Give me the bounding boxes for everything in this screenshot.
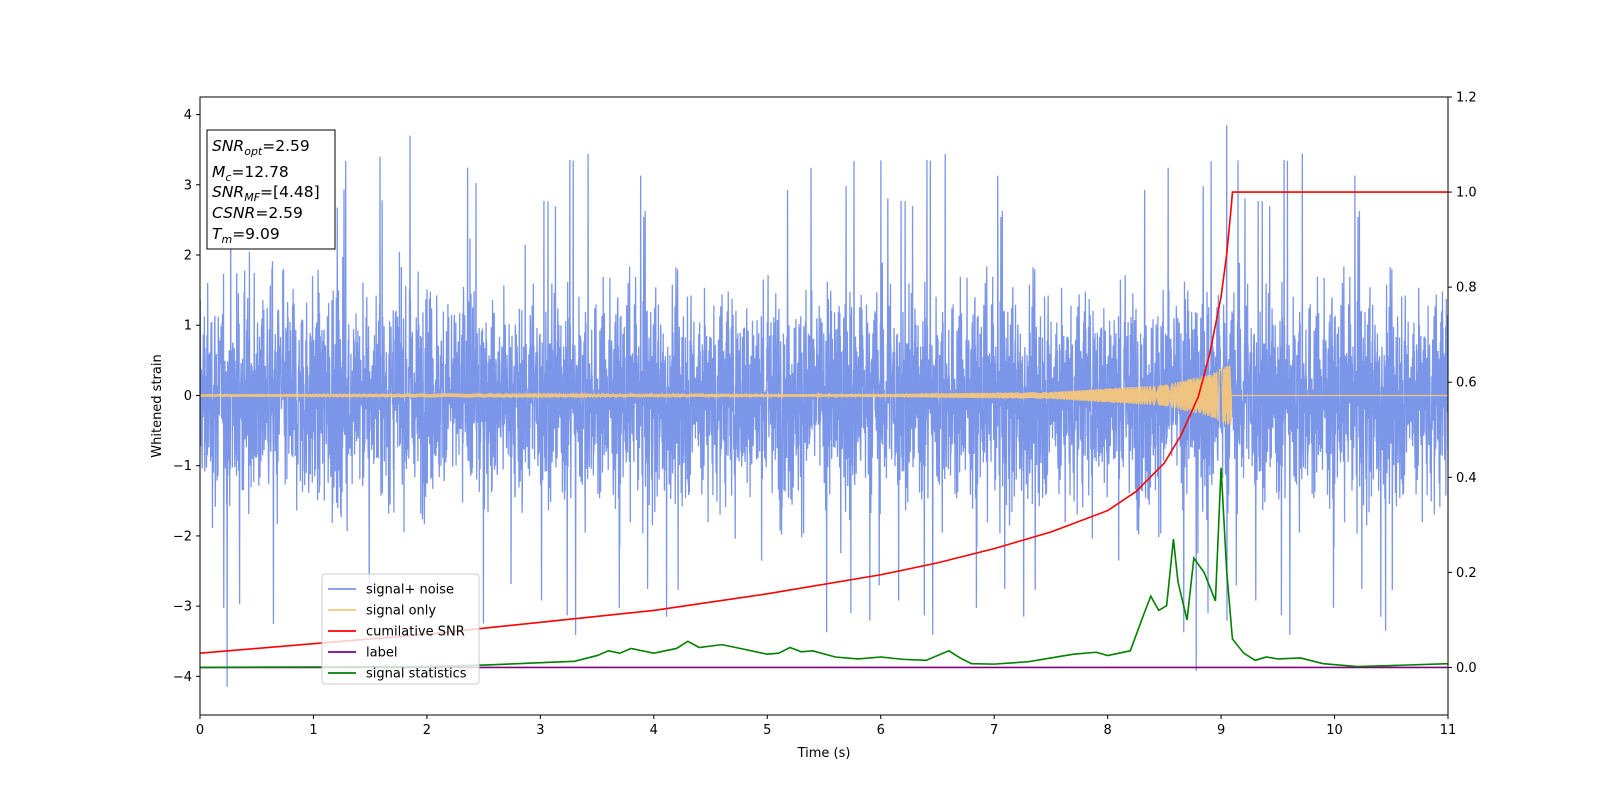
y-right-tick-label: 0.8: [1456, 281, 1477, 296]
info-box-frame: [206, 129, 336, 250]
x-tick-label: 10: [1326, 723, 1343, 738]
x-tick-label: 1: [309, 723, 317, 738]
line-signal-statistics: [200, 467, 1448, 669]
x-tick-label: 9: [1217, 723, 1225, 738]
legend-frame: [321, 573, 480, 685]
x-tick-label: 3: [536, 723, 544, 738]
legend-label-signal-noise: signal+ noise: [366, 583, 454, 598]
legend-label-signal-statistics: signal statistics: [366, 667, 467, 682]
y-left-tick-label: −4: [173, 670, 192, 685]
y-left-tick-label: 2: [184, 249, 192, 264]
plot-frame: [199, 96, 1449, 716]
legend: signal+ noise signal only cumilative SNR la…: [321, 573, 480, 685]
info-line-mc: Mc=12.78: [212, 163, 289, 184]
legend-label-label: label: [366, 646, 397, 661]
y-left-tick-label: −1: [173, 459, 192, 474]
y-left-tick-label: −3: [173, 600, 192, 615]
y-left-tick-label: 0: [184, 389, 192, 404]
info-line-snropt: SNRopt=2.59: [212, 137, 310, 158]
y-left-tick-label: 3: [184, 178, 192, 193]
x-axis-label: Time (s): [797, 746, 851, 761]
series-signal-only: [200, 365, 1448, 426]
parameter-info-box: SNRopt=2.59 Mc=12.78SNRMF=[4.48]CSNR=2.59…: [206, 129, 336, 250]
info-line-tm: Tm=9.09: [212, 225, 280, 246]
line-cumilative-snr: [200, 191, 1448, 654]
info-line-snrmf: SNRMF=[4.48]: [212, 183, 320, 204]
x-tick-label: 8: [1103, 723, 1111, 738]
y-axis-left: −4 −3 −2 −1 0 1 2 3 4: [173, 108, 200, 685]
x-tick-label: 11: [1440, 723, 1457, 738]
y-right-tick-label: 0.2: [1456, 566, 1477, 581]
x-tick-label: 5: [763, 723, 771, 738]
y-left-tick-label: 1: [184, 319, 192, 334]
y-right-tick-label: 0.4: [1456, 471, 1477, 486]
legend-label-signal-only: signal only: [366, 604, 436, 619]
x-tick-label: 7: [990, 723, 998, 738]
y-right-tick-label: 0.6: [1456, 376, 1477, 391]
info-line-csnr: CSNR=2.59: [212, 204, 303, 222]
y-right-tick-label: 1.2: [1456, 91, 1477, 106]
legend-label-cumilative-snr: cumilative SNR: [366, 625, 465, 640]
y-left-tick-label: −2: [173, 529, 192, 544]
line-signal-only: [200, 365, 1448, 426]
x-tick-label: 4: [650, 723, 658, 738]
x-tick-label: 6: [877, 723, 885, 738]
series-signal-noise: [200, 125, 1448, 687]
y-right-tick-label: 1.0: [1456, 186, 1477, 201]
line-signal-noise: [200, 125, 1448, 687]
x-axis: 0 1 2 3 4 5 6 7 8 9 10 11: [196, 715, 1456, 738]
y-axis-right: 0.0 0.2 0.4 0.6 0.8 1.0 1.2: [1448, 91, 1477, 676]
y-left-tick-label: 4: [184, 108, 192, 123]
x-tick-label: 2: [423, 723, 431, 738]
y-right-tick-label: 0.0: [1456, 661, 1477, 676]
y-axis-label: Whitened strain: [150, 354, 165, 457]
x-tick-label: 0: [196, 723, 204, 738]
